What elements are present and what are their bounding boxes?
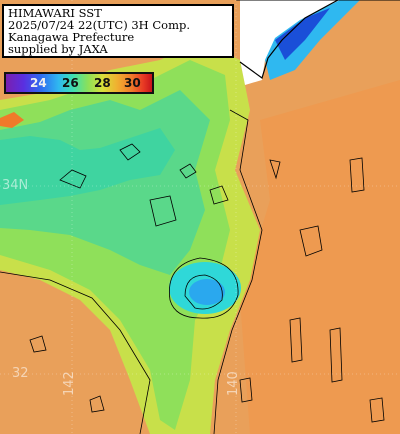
info-title: HIMAWARI SST — [8, 6, 102, 20]
info-box: HIMAWARI SST 2025/07/24 22(UTC) 3H Comp.… — [2, 4, 234, 58]
lat-label-32: 32 — [12, 366, 29, 381]
lon-label-140: 140 — [226, 371, 241, 396]
warm-sea-east — [240, 80, 400, 434]
contour-lines — [0, 109, 385, 434]
warm-patch-west — [0, 112, 24, 128]
lat-label-34: 34N — [2, 178, 29, 193]
info-region: Kanagawa Prefecture — [8, 30, 135, 44]
sst-color-legend: 24 26 28 30 — [4, 72, 154, 94]
legend-tick-28: 28 — [94, 76, 111, 90]
eddy-core — [189, 279, 225, 305]
cool-sea-teal — [0, 128, 175, 205]
legend-tick-26: 26 — [62, 76, 79, 90]
legend-tick-30: 30 — [124, 76, 141, 90]
coastline — [239, 0, 339, 79]
land-mass — [240, 0, 400, 85]
ne-coldest-water — [275, 8, 330, 60]
info-credit: supplied by JAXA — [8, 42, 108, 56]
legend-tick-24: 24 — [30, 76, 47, 90]
lon-label-142: 142 — [62, 371, 77, 396]
info-datetime: 2025/07/24 22(UTC) 3H Comp. — [8, 18, 191, 32]
